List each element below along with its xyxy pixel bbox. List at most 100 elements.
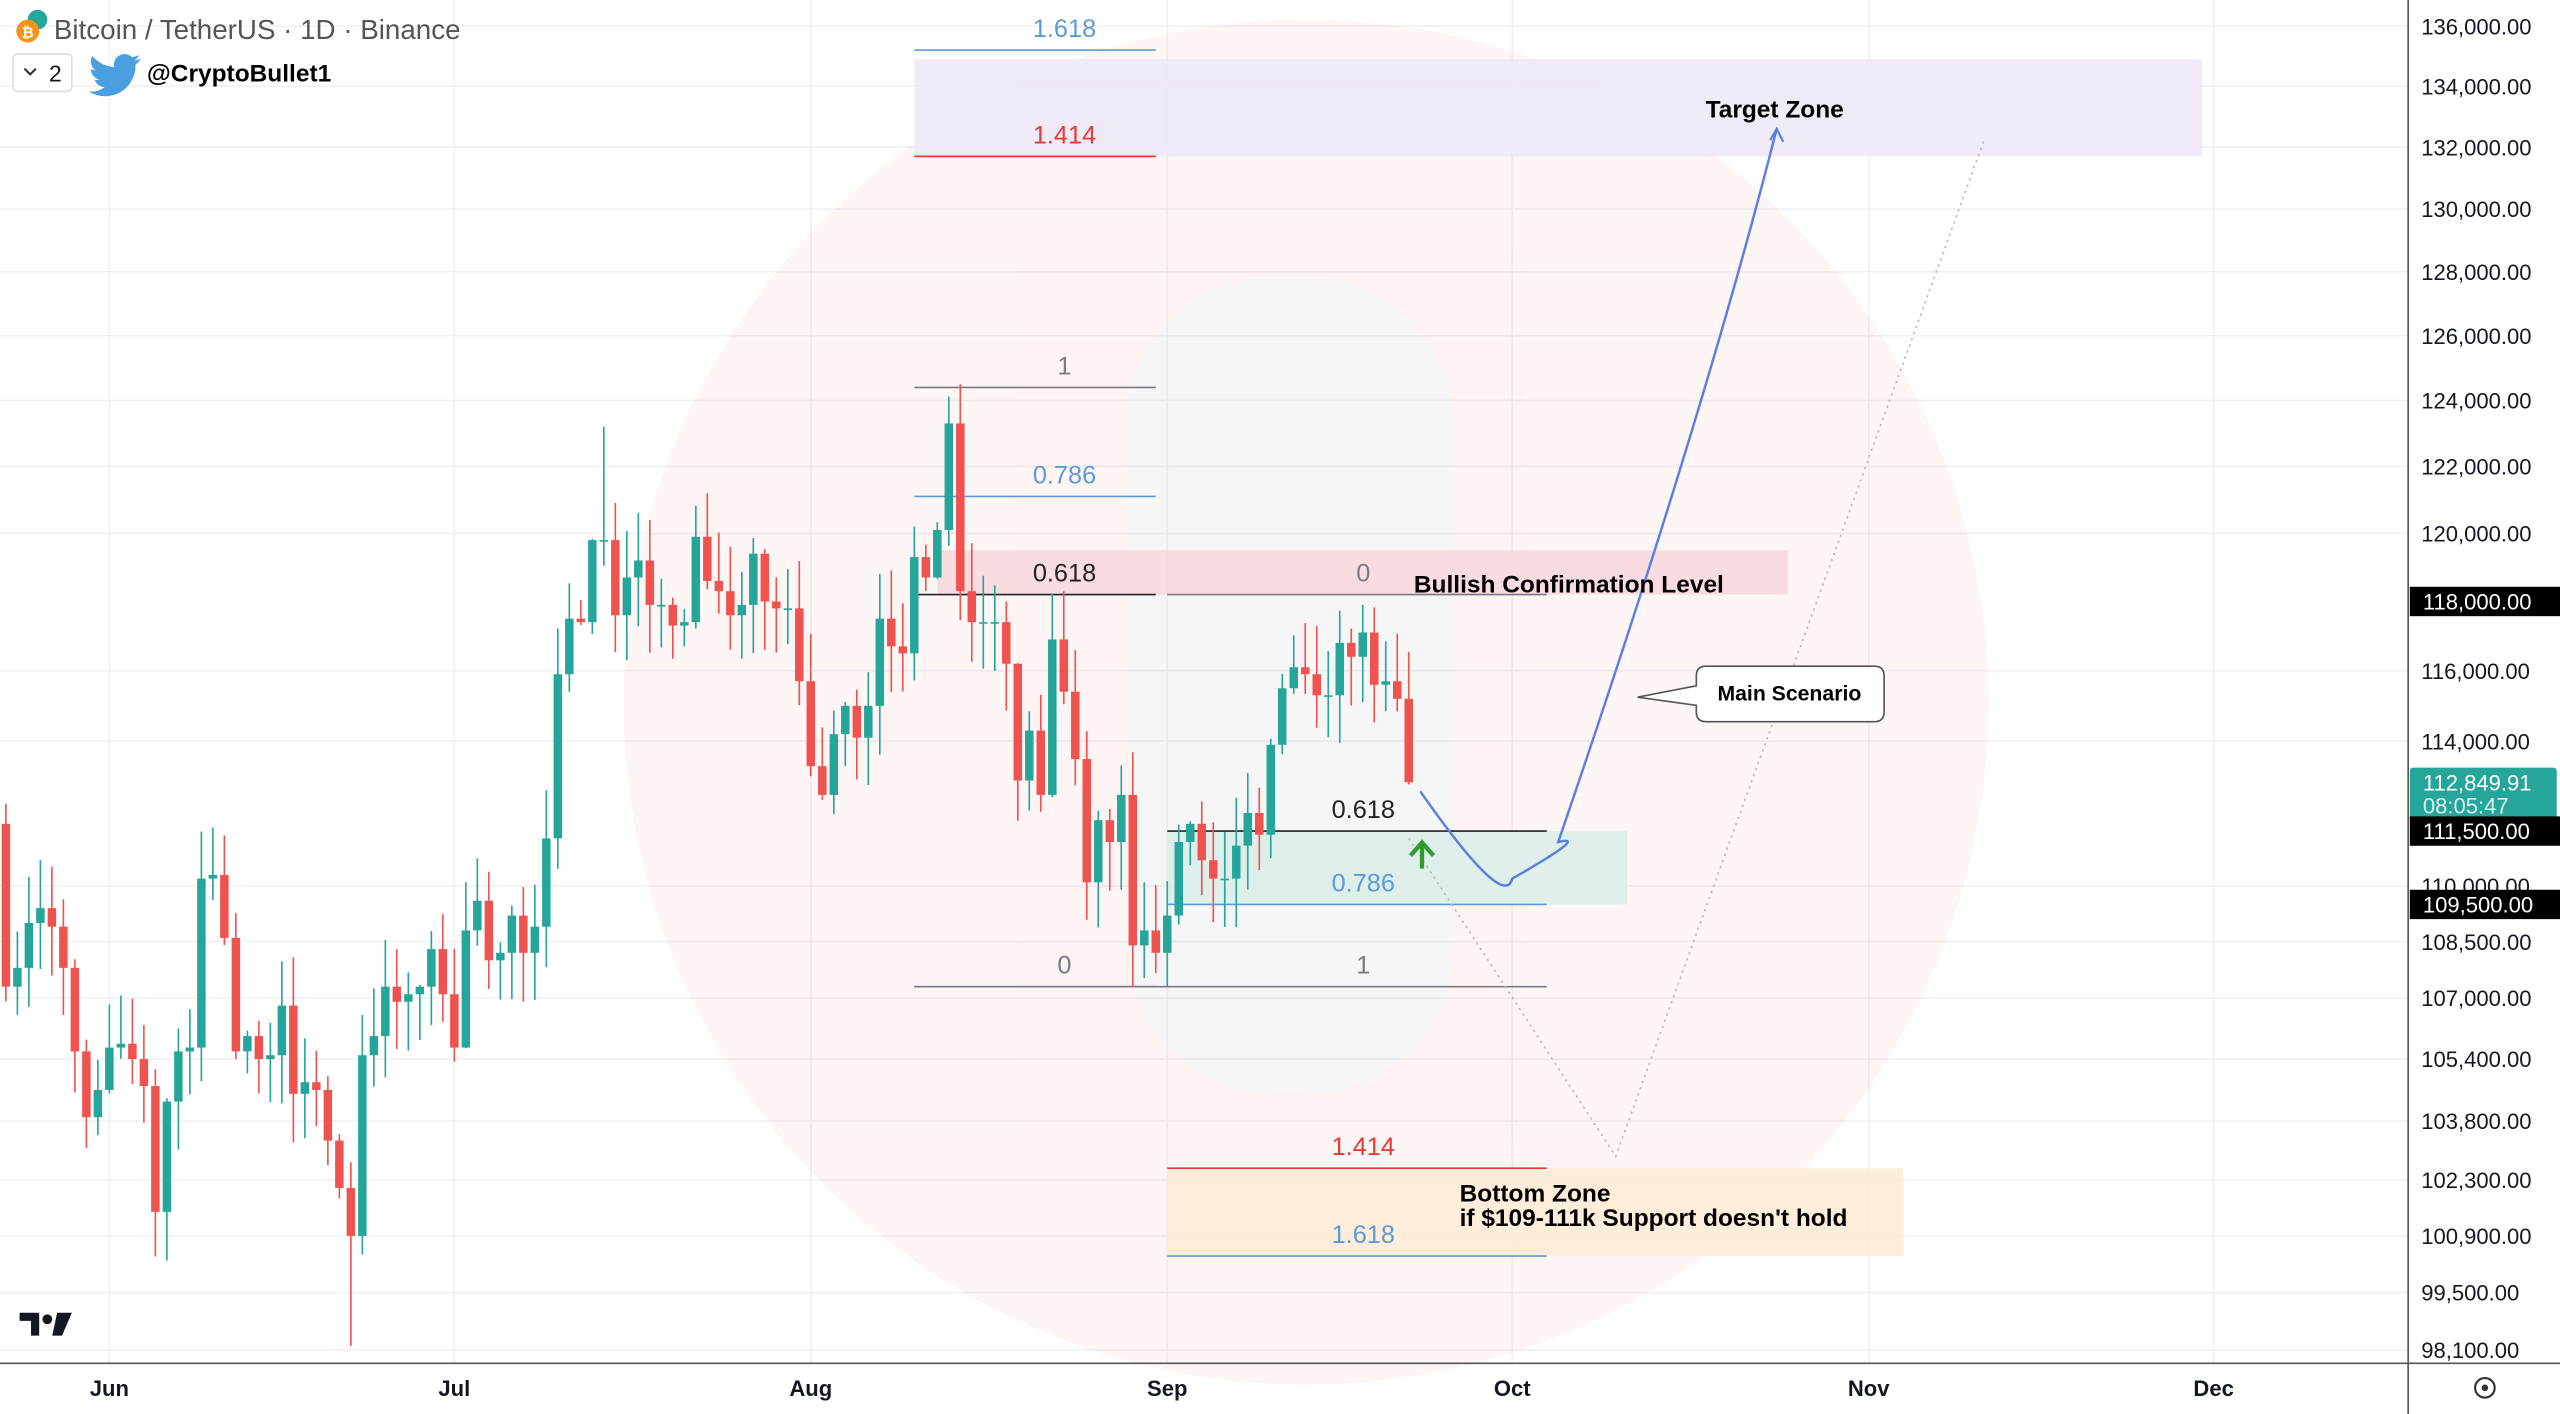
time-axis[interactable]: Jun Jul Aug Sep Oct Nov Dec	[90, 1376, 2234, 1401]
candle-body	[783, 608, 793, 610]
candle	[47, 866, 57, 976]
candle	[921, 544, 931, 592]
candle-body	[1002, 622, 1011, 664]
candle	[1140, 882, 1149, 979]
candle-body	[829, 734, 839, 795]
candle	[1220, 831, 1230, 927]
candle	[116, 995, 126, 1059]
candle-body	[1140, 930, 1149, 946]
candle-body	[979, 622, 988, 624]
candle	[1071, 650, 1080, 786]
candle-body	[703, 536, 712, 581]
candle	[668, 597, 678, 659]
candle	[818, 727, 827, 800]
candle-body	[197, 878, 206, 1048]
candle	[358, 1014, 367, 1255]
candle-body	[59, 926, 68, 968]
candle	[1312, 625, 1322, 728]
candle	[1301, 623, 1310, 695]
candle-body	[599, 540, 609, 542]
candle	[1209, 822, 1218, 923]
candle-body	[806, 681, 816, 767]
fib-label: 1.414	[1332, 1133, 1395, 1161]
candle-body	[714, 580, 724, 592]
candle-body	[588, 540, 597, 623]
candle	[1347, 628, 1356, 706]
candle-body	[277, 1005, 287, 1056]
candle	[162, 1098, 172, 1261]
candle-body	[921, 557, 931, 578]
candle-body	[151, 1086, 160, 1212]
svg-text:₿: ₿	[22, 26, 34, 42]
candles	[1, 384, 1413, 1346]
candle-body	[519, 915, 528, 953]
indicators-toggle-button[interactable]: 2	[12, 53, 73, 93]
candle-body	[1082, 759, 1092, 883]
tradingview-logo[interactable]	[19, 1312, 72, 1336]
candle-body	[36, 908, 45, 923]
candle	[1255, 787, 1264, 871]
candle-body	[634, 560, 643, 578]
candle-body	[772, 601, 781, 609]
candle	[875, 573, 885, 755]
candle	[231, 913, 241, 1060]
candle	[657, 578, 666, 648]
candle-body	[1381, 681, 1390, 685]
bottom-zone-label: Bottom Zone	[1460, 1181, 1611, 1208]
candle	[473, 858, 482, 946]
candle-body	[1, 823, 11, 987]
candle-body	[1324, 695, 1333, 697]
candle-body	[1186, 823, 1195, 842]
candle-body	[392, 986, 402, 1002]
candle	[887, 570, 896, 692]
fib-label: 0.618	[1332, 796, 1395, 824]
candle-body	[542, 838, 551, 927]
candle	[1174, 824, 1184, 925]
author-handle: @CryptoBullet1	[147, 61, 331, 88]
main-scenario-callout[interactable]: Main Scenario	[1637, 665, 1885, 723]
price-tick-label: 108,500.00	[2421, 930, 2531, 955]
candle	[783, 569, 793, 645]
candle-body	[910, 557, 919, 654]
price-tick-label: 132,000.00	[2421, 135, 2531, 160]
candle-body	[93, 1089, 103, 1118]
main-scenario-line	[1419, 128, 1778, 887]
settings-icon[interactable]	[2474, 1376, 2496, 1399]
candle	[576, 599, 586, 626]
price-axis[interactable]: 136,000.00 134,000.00 132,000.00 130,000.00…	[2421, 14, 2531, 1363]
candle	[611, 503, 620, 653]
candle-body	[70, 967, 80, 1052]
candle	[300, 1038, 310, 1139]
fib-label: 0.618	[1033, 560, 1096, 588]
candle-body	[898, 646, 908, 654]
candle-body	[162, 1101, 172, 1212]
candle	[139, 1025, 149, 1123]
price-tick-label: 98,100.00	[2421, 1338, 2519, 1363]
target-zone-label: Target Zone	[1706, 97, 1844, 124]
time-tick-label: Dec	[2193, 1376, 2233, 1401]
candle-body	[864, 705, 873, 738]
candle	[1393, 633, 1402, 712]
candle-body	[507, 915, 517, 953]
candle	[323, 1076, 333, 1166]
candle-body	[967, 591, 977, 623]
candle-body	[1266, 744, 1276, 835]
candle-body	[105, 1047, 114, 1090]
candle	[484, 871, 494, 989]
candle	[852, 689, 862, 780]
candle	[565, 583, 574, 692]
candle-body	[461, 930, 471, 1048]
candle-body	[1347, 642, 1356, 657]
candle-body	[956, 423, 965, 592]
candle-body	[691, 536, 701, 623]
fib-levels: 1.618 1.414 1 0.786 0.618 0 0 0.618 0.786 1 1.414 1…	[914, 15, 1547, 1257]
candle-body	[1036, 730, 1046, 795]
candle	[220, 835, 229, 945]
candle-body	[116, 1043, 126, 1048]
candle-body	[415, 986, 425, 995]
candle	[1105, 809, 1115, 891]
candle	[737, 571, 747, 659]
candle	[1404, 651, 1413, 785]
